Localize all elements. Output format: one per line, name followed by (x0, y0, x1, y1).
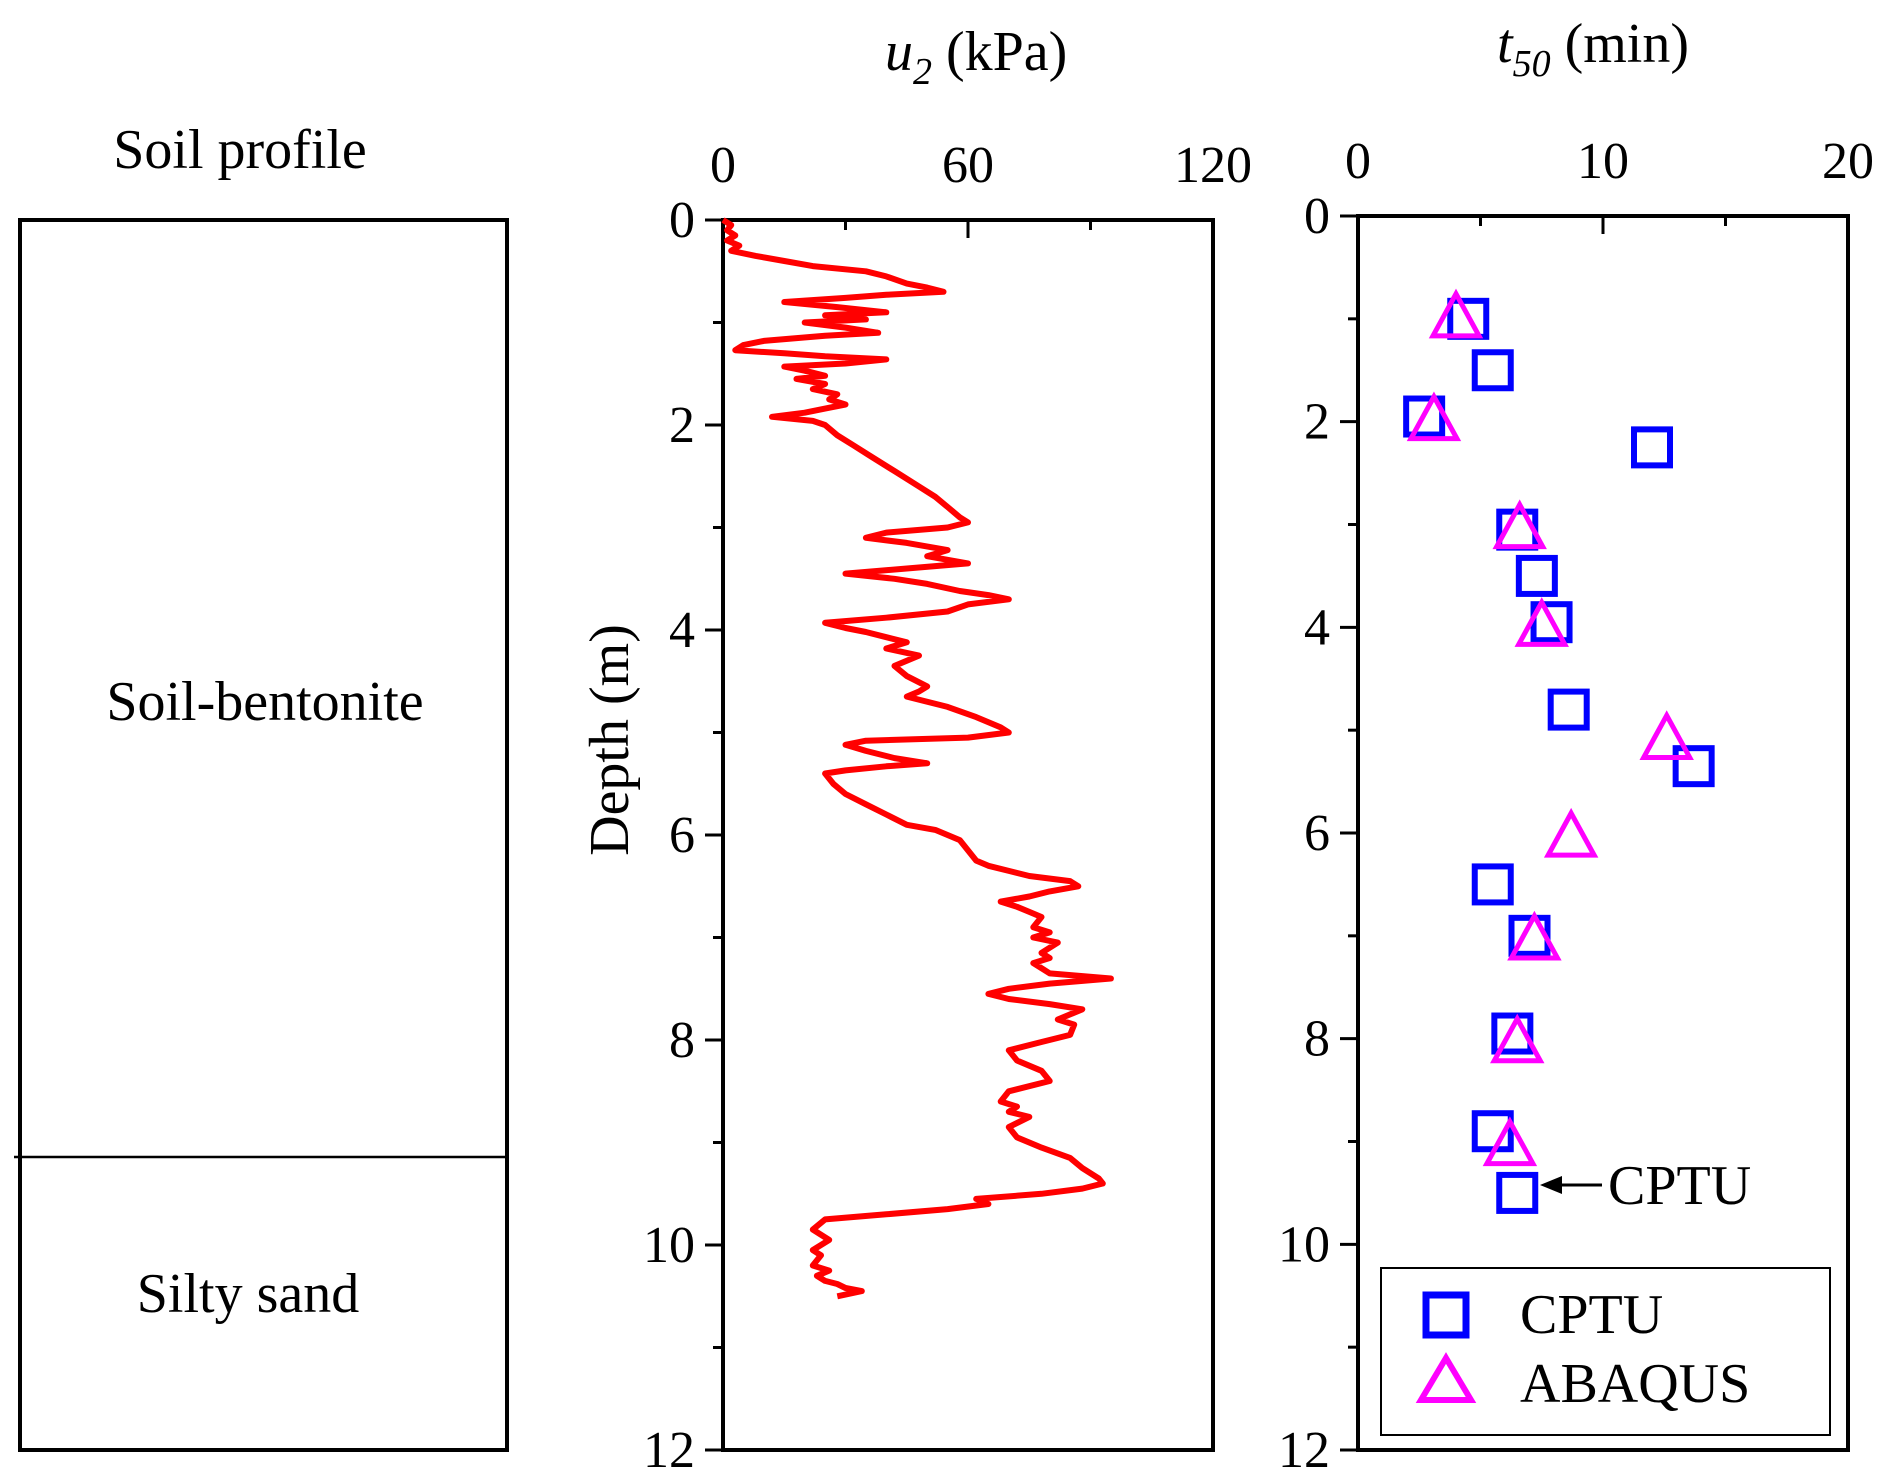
u2-x-tick-label: 60 (942, 137, 994, 194)
u2-x-ticks: 0 60 120 (710, 137, 1252, 238)
u2-y-tick-label: 12 (643, 1422, 695, 1477)
t50-x-tick-label: 10 (1577, 133, 1629, 190)
u2-y-tick-label: 10 (643, 1217, 695, 1274)
abaqus-point (1406, 391, 1462, 442)
cptu-point (1471, 863, 1514, 906)
abaqus-point (1492, 499, 1547, 550)
t50-x-ticks: 0 10 20 (1345, 133, 1874, 234)
cptu-annotation: CPTU (1540, 1155, 1751, 1217)
legend-square-marker (1422, 1291, 1470, 1339)
abaqus-point (1482, 1116, 1538, 1167)
u2-y-tick-label: 8 (669, 1012, 695, 1069)
t50-data (1403, 288, 1715, 1214)
legend: CPTU ABAQUS (1380, 1267, 1831, 1436)
abaqus-point (1428, 288, 1484, 339)
abaqus-point (1490, 1013, 1545, 1064)
abaqus-point (1543, 807, 1599, 858)
soil-profile-frame (18, 218, 509, 1452)
cptu-point (1547, 688, 1590, 731)
cptu-point (1515, 554, 1558, 597)
t50-y-tick-label: 6 (1304, 805, 1330, 862)
u2-series-line (721, 217, 1114, 1300)
soil-profile-panel: Soil profile Soil-bentonite Silty sand (14, 119, 509, 1452)
cptu-point (1496, 1171, 1539, 1214)
u2-x-tick-label: 120 (1174, 137, 1252, 194)
t50-y-ticks: 0 2 4 6 8 10 12 (1278, 188, 1358, 1477)
abaqus-point (1507, 910, 1562, 961)
abaqus-point (1514, 597, 1569, 647)
t50-x-axis-title: t50 (min) (1497, 13, 1689, 85)
layer-label-silty-sand: Silty sand (137, 1263, 359, 1325)
t50-y-tick-label: 4 (1304, 599, 1330, 656)
cptu-point (1471, 349, 1514, 392)
u2-x-axis-title: u2 (kPa) (885, 21, 1067, 93)
u2-y-ticks: 0 2 4 6 8 10 12 (643, 192, 723, 1477)
cptu-point (1672, 745, 1715, 788)
u2-x-tick-label: 0 (710, 137, 736, 194)
u2-y-tick-label: 0 (669, 192, 695, 249)
t50-y-tick-label: 2 (1304, 394, 1330, 451)
t50-y-tick-label: 8 (1304, 1011, 1330, 1068)
annotation-text: CPTU (1608, 1155, 1751, 1217)
cptu-point (1491, 1012, 1534, 1055)
t50-y-tick-label: 12 (1278, 1422, 1330, 1477)
t50-y-tick-label: 10 (1278, 1216, 1330, 1273)
soil-profile-title: Soil profile (113, 119, 367, 181)
t50-chart: t50 (min) 0 10 20 0 2 4 6 8 10 12 CPTU CPTU ABAQ… (1278, 13, 1874, 1477)
cptu-point (1631, 426, 1673, 469)
legend-label-cptu: CPTU (1520, 1284, 1663, 1346)
annotation-arrow-head (1540, 1176, 1562, 1194)
layer-label-soil-bentonite: Soil-bentonite (106, 671, 423, 733)
t50-y-tick-label: 0 (1304, 188, 1330, 245)
u2-data (721, 217, 1114, 1300)
legend-label-abaqus: ABAQUS (1520, 1353, 1750, 1415)
u2-y-axis-title: Depth (m) (579, 624, 641, 856)
t50-x-tick-label: 0 (1345, 133, 1371, 190)
u2-y-tick-label: 2 (669, 397, 695, 454)
legend-triangle-marker (1415, 1352, 1477, 1403)
t50-x-tick-label: 20 (1822, 133, 1874, 190)
u2-y-tick-label: 6 (669, 807, 695, 864)
u2-chart: u2 (kPa) Depth (m) 0 60 120 0 2 4 6 8 10 12 (579, 21, 1252, 1477)
abaqus-point (1639, 710, 1694, 760)
u2-plot-frame (721, 218, 1215, 1452)
u2-y-tick-label: 4 (669, 602, 695, 659)
